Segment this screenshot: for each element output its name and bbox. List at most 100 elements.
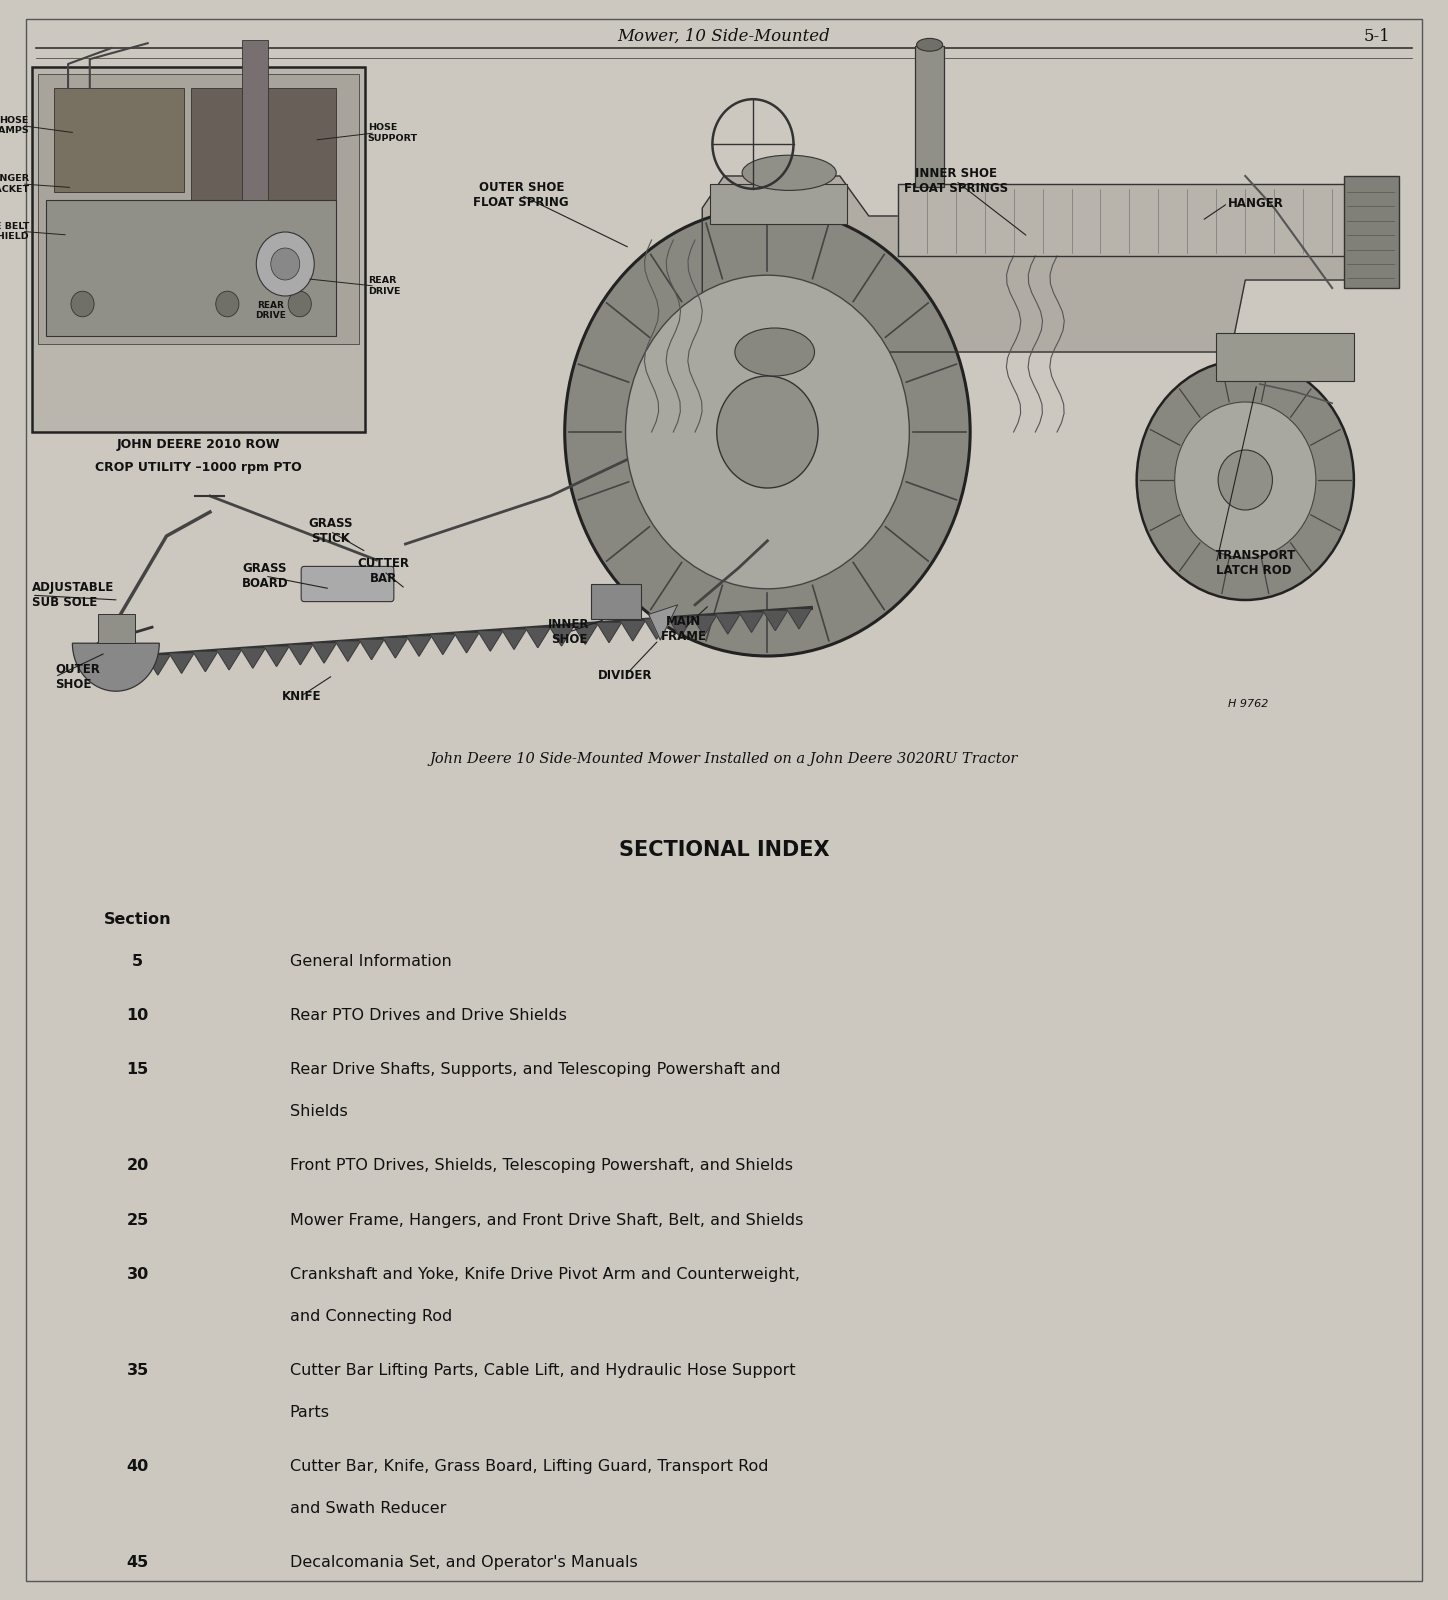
Text: OUTER SHOE
FLOAT SPRING: OUTER SHOE FLOAT SPRING xyxy=(473,181,569,210)
Text: H 9762: H 9762 xyxy=(1228,699,1268,709)
Bar xyxy=(38,74,359,344)
Bar xyxy=(1216,333,1354,381)
Polygon shape xyxy=(649,605,678,640)
Bar xyxy=(46,200,336,336)
Text: General Information: General Information xyxy=(290,954,452,968)
Bar xyxy=(32,67,365,432)
Circle shape xyxy=(71,291,94,317)
Text: GRASS
BOARD: GRASS BOARD xyxy=(242,562,288,590)
Ellipse shape xyxy=(734,328,814,376)
Polygon shape xyxy=(597,624,621,643)
Text: OUTER
SHOE: OUTER SHOE xyxy=(55,662,100,691)
Polygon shape xyxy=(288,645,313,664)
Circle shape xyxy=(626,275,909,589)
Text: Decalcomania Set, and Operator's Manuals: Decalcomania Set, and Operator's Manuals xyxy=(290,1555,637,1570)
Text: 35: 35 xyxy=(126,1363,149,1378)
Wedge shape xyxy=(72,643,159,691)
Text: DRIVE BELT
SHIELD: DRIVE BELT SHIELD xyxy=(0,222,29,242)
Circle shape xyxy=(717,376,818,488)
Polygon shape xyxy=(550,627,573,646)
Text: Mower Frame, Hangers, and Front Drive Shaft, Belt, and Shields: Mower Frame, Hangers, and Front Drive Sh… xyxy=(290,1213,804,1227)
Text: and Connecting Rod: and Connecting Rod xyxy=(290,1309,452,1323)
Polygon shape xyxy=(478,632,502,651)
Circle shape xyxy=(1174,402,1316,558)
Text: 15: 15 xyxy=(126,1062,149,1077)
Text: Shields: Shields xyxy=(290,1104,348,1118)
Polygon shape xyxy=(502,630,526,650)
Polygon shape xyxy=(169,654,194,674)
Bar xyxy=(242,40,268,200)
Bar xyxy=(1344,176,1399,288)
Text: HANGER
BRACKET: HANGER BRACKET xyxy=(0,174,29,194)
Text: CROP UTILITY –1000 rpm PTO: CROP UTILITY –1000 rpm PTO xyxy=(96,461,301,474)
Bar xyxy=(915,46,944,187)
Bar xyxy=(98,614,135,643)
Text: 25: 25 xyxy=(126,1213,149,1227)
Text: Cutter Bar, Knife, Grass Board, Lifting Guard, Transport Rod: Cutter Bar, Knife, Grass Board, Lifting … xyxy=(290,1459,767,1474)
Text: Crankshaft and Yoke, Knife Drive Pivot Arm and Counterweight,: Crankshaft and Yoke, Knife Drive Pivot A… xyxy=(290,1267,799,1282)
Polygon shape xyxy=(313,643,336,662)
Polygon shape xyxy=(763,611,788,630)
Polygon shape xyxy=(455,634,478,653)
Ellipse shape xyxy=(917,38,943,51)
Polygon shape xyxy=(621,622,644,642)
Polygon shape xyxy=(526,629,550,648)
Text: Section: Section xyxy=(104,912,171,926)
Polygon shape xyxy=(669,618,692,637)
Text: John Deere 10 Side-Mounted Mower Installed on a John Deere 3020RU Tractor: John Deere 10 Side-Mounted Mower Install… xyxy=(430,752,1018,766)
Text: HOSE
SUPPORT: HOSE SUPPORT xyxy=(368,123,418,142)
Bar xyxy=(191,88,336,208)
Bar xyxy=(54,88,184,192)
Circle shape xyxy=(565,208,970,656)
Polygon shape xyxy=(740,613,763,632)
Polygon shape xyxy=(217,651,240,670)
Text: 5-1: 5-1 xyxy=(1364,27,1390,45)
Bar xyxy=(710,184,847,224)
Text: Mower, 10 Side-Mounted: Mower, 10 Side-Mounted xyxy=(618,27,830,45)
Circle shape xyxy=(1137,360,1354,600)
Ellipse shape xyxy=(743,155,837,190)
Polygon shape xyxy=(359,640,384,659)
Polygon shape xyxy=(898,184,1361,256)
Circle shape xyxy=(256,232,314,296)
Text: INNER
SHOE: INNER SHOE xyxy=(549,618,589,646)
Polygon shape xyxy=(194,653,217,672)
Polygon shape xyxy=(788,610,811,629)
Polygon shape xyxy=(573,626,597,645)
Circle shape xyxy=(288,291,311,317)
Text: HANGER: HANGER xyxy=(1228,197,1284,210)
Circle shape xyxy=(271,248,300,280)
Polygon shape xyxy=(384,638,407,658)
FancyBboxPatch shape xyxy=(301,566,394,602)
Text: Cutter Bar Lifting Parts, Cable Lift, and Hydraulic Hose Support: Cutter Bar Lifting Parts, Cable Lift, an… xyxy=(290,1363,795,1378)
Text: 10: 10 xyxy=(126,1008,149,1022)
Text: and Swath Reducer: and Swath Reducer xyxy=(290,1501,446,1515)
Polygon shape xyxy=(644,619,669,638)
Text: SECTIONAL INDEX: SECTIONAL INDEX xyxy=(618,840,830,861)
Text: MAIN
FRAME: MAIN FRAME xyxy=(660,614,707,643)
Text: 45: 45 xyxy=(126,1555,149,1570)
Text: 5: 5 xyxy=(132,954,143,968)
Polygon shape xyxy=(265,648,288,667)
Polygon shape xyxy=(407,637,432,656)
Text: DIVIDER: DIVIDER xyxy=(598,669,653,682)
Polygon shape xyxy=(702,176,1376,352)
Text: Parts: Parts xyxy=(290,1405,330,1419)
Circle shape xyxy=(216,291,239,317)
Text: Rear PTO Drives and Drive Shields: Rear PTO Drives and Drive Shields xyxy=(290,1008,566,1022)
Polygon shape xyxy=(146,656,169,675)
Polygon shape xyxy=(692,616,715,635)
Polygon shape xyxy=(240,650,265,669)
Text: ADJUSTABLE
SUB SOLE: ADJUSTABLE SUB SOLE xyxy=(32,581,114,610)
Text: GRASS
STICK: GRASS STICK xyxy=(308,517,352,546)
Text: JOHN DEERE 2010 ROW: JOHN DEERE 2010 ROW xyxy=(117,438,279,451)
Circle shape xyxy=(1218,450,1273,510)
Polygon shape xyxy=(432,635,455,654)
Polygon shape xyxy=(98,659,122,678)
Polygon shape xyxy=(122,658,146,677)
Text: KNIFE: KNIFE xyxy=(281,690,321,702)
Text: Rear Drive Shafts, Supports, and Telescoping Powershaft and: Rear Drive Shafts, Supports, and Telesco… xyxy=(290,1062,780,1077)
Text: INNER SHOE
FLOAT SPRINGS: INNER SHOE FLOAT SPRINGS xyxy=(904,166,1008,195)
Text: REAR
DRIVE: REAR DRIVE xyxy=(255,301,287,320)
Text: CUTTER
BAR: CUTTER BAR xyxy=(358,557,410,586)
